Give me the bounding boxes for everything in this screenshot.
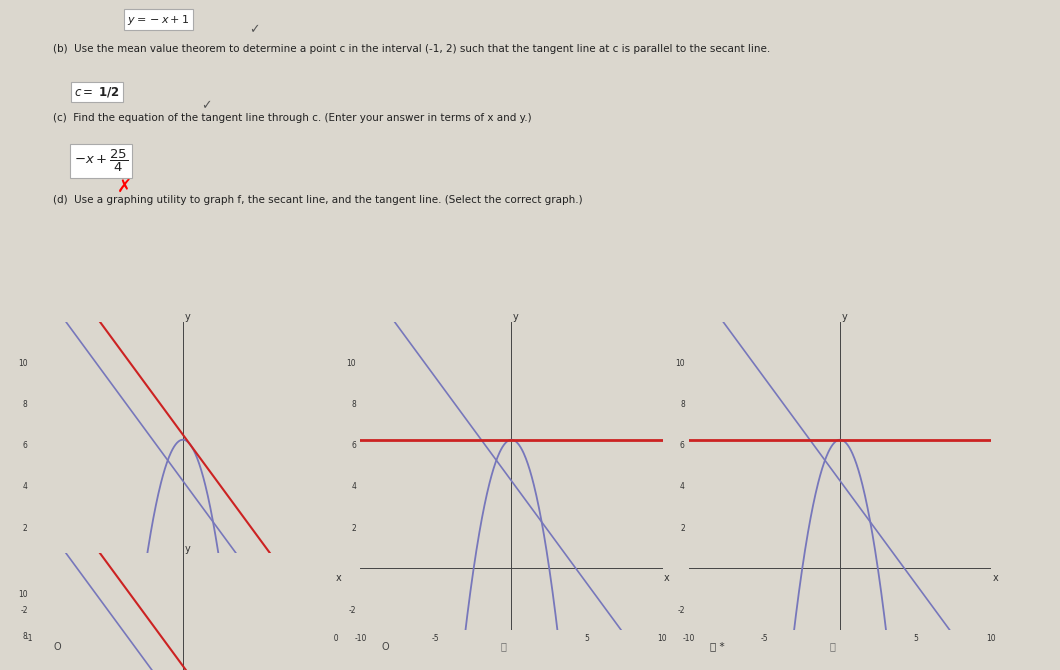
Text: ⓘ: ⓘ xyxy=(500,642,507,651)
Text: ⓘ: ⓘ xyxy=(829,642,835,651)
Text: ✓: ✓ xyxy=(249,23,260,37)
Text: ✓: ✓ xyxy=(201,99,212,112)
Text: ⓘ *: ⓘ * xyxy=(710,642,725,651)
Text: y: y xyxy=(513,312,518,322)
Text: (d)  Use a graphing utility to graph f, the secant line, and the tangent line. (: (d) Use a graphing utility to graph f, t… xyxy=(53,195,583,205)
Text: y: y xyxy=(184,544,190,554)
Text: (c)  Find the equation of the tangent line through c. (Enter your answer in term: (c) Find the equation of the tangent lin… xyxy=(53,113,532,123)
Text: ✗: ✗ xyxy=(117,178,131,196)
Text: $c = \ $$\mathbf{1/2}$: $c = \ $$\mathbf{1/2}$ xyxy=(74,85,120,99)
Text: y: y xyxy=(842,312,847,322)
Text: x: x xyxy=(336,574,341,584)
Text: x: x xyxy=(993,574,999,584)
Text: O: O xyxy=(382,642,389,651)
Text: $y = -x + 1$: $y = -x + 1$ xyxy=(127,13,190,27)
Text: (b)  Use the mean value theorem to determine a point c in the interval (-1, 2) s: (b) Use the mean value theorem to determ… xyxy=(53,44,771,54)
Text: $-x + \dfrac{25}{4}$: $-x + \dfrac{25}{4}$ xyxy=(74,148,128,174)
Text: y: y xyxy=(184,312,190,322)
Text: x: x xyxy=(665,574,670,584)
Text: O: O xyxy=(53,642,60,651)
